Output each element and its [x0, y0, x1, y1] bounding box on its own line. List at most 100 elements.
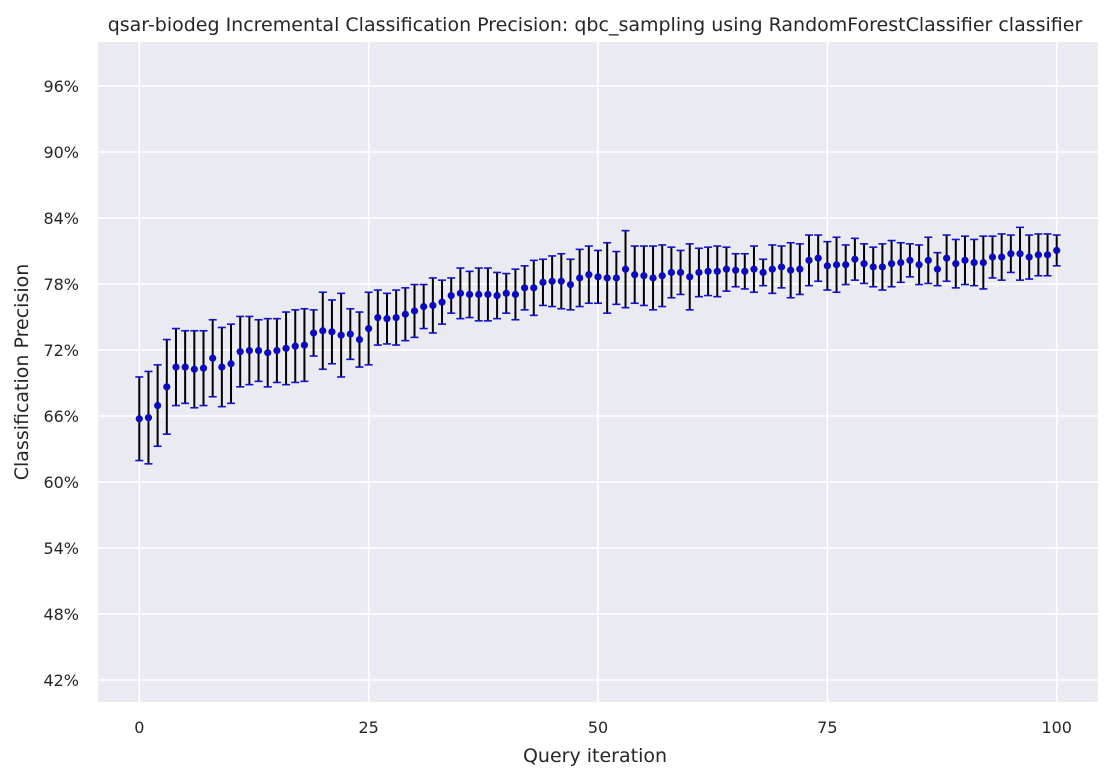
data-point	[1034, 251, 1042, 259]
data-point	[722, 265, 731, 273]
data-point	[594, 273, 602, 281]
data-point	[603, 274, 611, 282]
data-point	[933, 265, 942, 273]
data-point	[1016, 250, 1024, 258]
data-point	[154, 401, 162, 410]
data-point	[1053, 246, 1061, 255]
y-axis-label: Classification Precision	[11, 264, 33, 481]
y-tick-label: 72%	[43, 341, 79, 360]
data-point	[502, 289, 510, 297]
data-point	[759, 268, 767, 277]
data-point	[521, 284, 529, 292]
data-point	[915, 261, 923, 269]
data-point	[704, 267, 712, 275]
data-point	[649, 274, 657, 282]
data-point	[741, 267, 749, 275]
data-point	[264, 349, 272, 357]
data-point	[309, 329, 318, 337]
data-point	[878, 263, 887, 271]
data-point	[860, 260, 868, 268]
data-point	[686, 273, 694, 281]
y-tick-label: 66%	[43, 407, 79, 426]
chart-title: qsar-biodeg Incremental Classification P…	[108, 14, 1083, 36]
y-tick-label: 48%	[43, 605, 79, 624]
x-tick-label: 0	[134, 718, 144, 737]
y-tick-labels: 42% 48% 54% 60% 66% 72% 78% 84% 90% 96%	[43, 77, 79, 690]
data-point	[447, 291, 455, 300]
y-tick-label: 78%	[43, 275, 79, 294]
data-point	[392, 313, 400, 322]
data-point	[144, 414, 153, 422]
x-tick-labels: 0 25 50 75 100	[134, 718, 1072, 737]
data-point	[1007, 250, 1015, 258]
data-point	[465, 290, 474, 299]
data-point	[842, 261, 850, 269]
data-point	[181, 363, 189, 371]
data-points	[135, 246, 1061, 423]
data-point	[869, 263, 877, 271]
data-point	[640, 272, 648, 280]
data-point	[319, 327, 327, 335]
x-tick-label: 25	[358, 718, 378, 737]
x-tick-label: 50	[588, 718, 608, 737]
data-point	[190, 365, 198, 373]
data-point	[539, 278, 547, 286]
data-point	[227, 360, 235, 368]
y-gridlines	[98, 85, 1098, 681]
data-point	[282, 344, 290, 352]
data-point	[456, 289, 464, 297]
data-point	[924, 256, 932, 264]
data-point	[401, 310, 409, 318]
data-point	[245, 346, 253, 355]
data-point	[732, 266, 740, 274]
data-point	[511, 290, 520, 299]
data-point	[218, 363, 226, 371]
data-point	[695, 268, 703, 277]
data-point	[548, 277, 556, 285]
data-point	[667, 268, 675, 277]
data-point	[906, 256, 914, 264]
data-point	[410, 307, 419, 315]
data-point	[713, 267, 721, 275]
data-point	[576, 274, 584, 282]
data-point	[796, 265, 804, 273]
data-point	[823, 262, 831, 270]
data-point	[585, 271, 593, 279]
data-point	[814, 254, 822, 262]
data-point	[291, 342, 299, 350]
data-point	[952, 260, 960, 268]
data-point	[365, 324, 373, 333]
data-point	[163, 383, 171, 391]
data-point	[787, 266, 795, 274]
data-point	[1025, 253, 1033, 261]
y-tick-label: 42%	[43, 671, 79, 690]
data-point	[768, 265, 776, 273]
data-point	[475, 290, 483, 299]
y-tick-label: 96%	[43, 77, 79, 96]
data-point	[493, 291, 501, 300]
data-point	[998, 253, 1006, 261]
data-point	[209, 354, 217, 362]
data-point	[374, 313, 382, 322]
data-point	[851, 255, 859, 263]
data-point	[172, 363, 180, 371]
data-point	[557, 277, 565, 285]
data-point	[484, 290, 492, 299]
data-point	[961, 256, 969, 264]
data-point	[979, 258, 987, 267]
y-tick-label: 84%	[43, 209, 79, 228]
data-point	[383, 315, 391, 323]
data-point	[300, 341, 309, 349]
data-point	[236, 348, 244, 356]
data-point	[420, 302, 428, 311]
data-point	[337, 331, 345, 339]
data-point	[988, 253, 997, 261]
data-point	[658, 272, 666, 280]
data-point	[612, 274, 620, 282]
x-tick-label: 100	[1041, 718, 1072, 737]
data-point	[135, 415, 143, 423]
data-point	[832, 261, 841, 269]
y-tick-label: 60%	[43, 473, 79, 492]
data-point	[970, 258, 978, 267]
